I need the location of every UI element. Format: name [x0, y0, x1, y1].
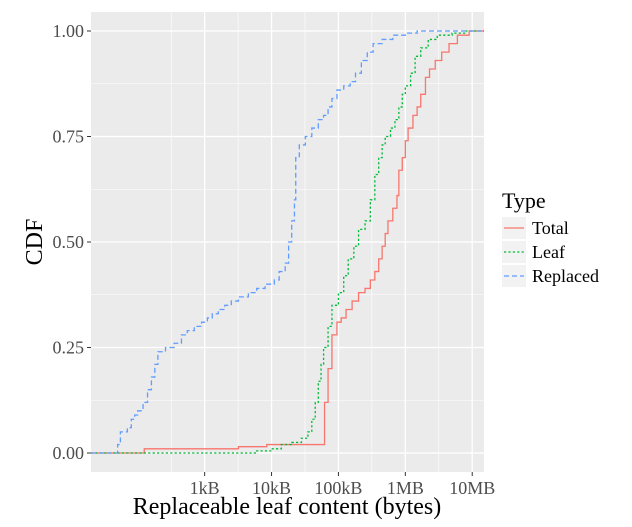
y-tick-label: 0.50	[53, 232, 85, 252]
y-tick-label: 0.00	[53, 443, 85, 463]
y-axis: 0.00 0.25 0.50 0.75 1.00	[53, 21, 91, 463]
y-tick-label: 0.75	[53, 126, 85, 146]
x-axis: 1kB 10kB 100kB 1MB 10MB	[190, 472, 495, 498]
x-tick-label: 10kB	[252, 478, 291, 498]
legend-title: Type	[502, 188, 546, 213]
legend-label-total: Total	[532, 218, 569, 238]
x-tick-label: 100kB	[314, 478, 362, 498]
series-line-leaf	[91, 30, 484, 454]
x-axis-title: Replaceable leaf content (bytes)	[133, 494, 442, 520]
y-tick-label: 0.25	[53, 338, 85, 358]
y-tick-label: 1.00	[53, 21, 85, 41]
legend-label-replaced: Replaced	[532, 266, 599, 286]
series-line-total	[91, 30, 484, 454]
x-tick-label: 1kB	[190, 478, 220, 498]
y-axis-title: CDF	[22, 219, 48, 266]
series-line-replaced	[91, 30, 484, 454]
x-tick-label: 1MB	[387, 478, 424, 498]
series-layer	[91, 30, 484, 454]
x-tick-label: 10MB	[449, 478, 495, 498]
legend: Type Total Leaf Replaced	[502, 188, 599, 287]
legend-label-leaf: Leaf	[532, 242, 565, 262]
